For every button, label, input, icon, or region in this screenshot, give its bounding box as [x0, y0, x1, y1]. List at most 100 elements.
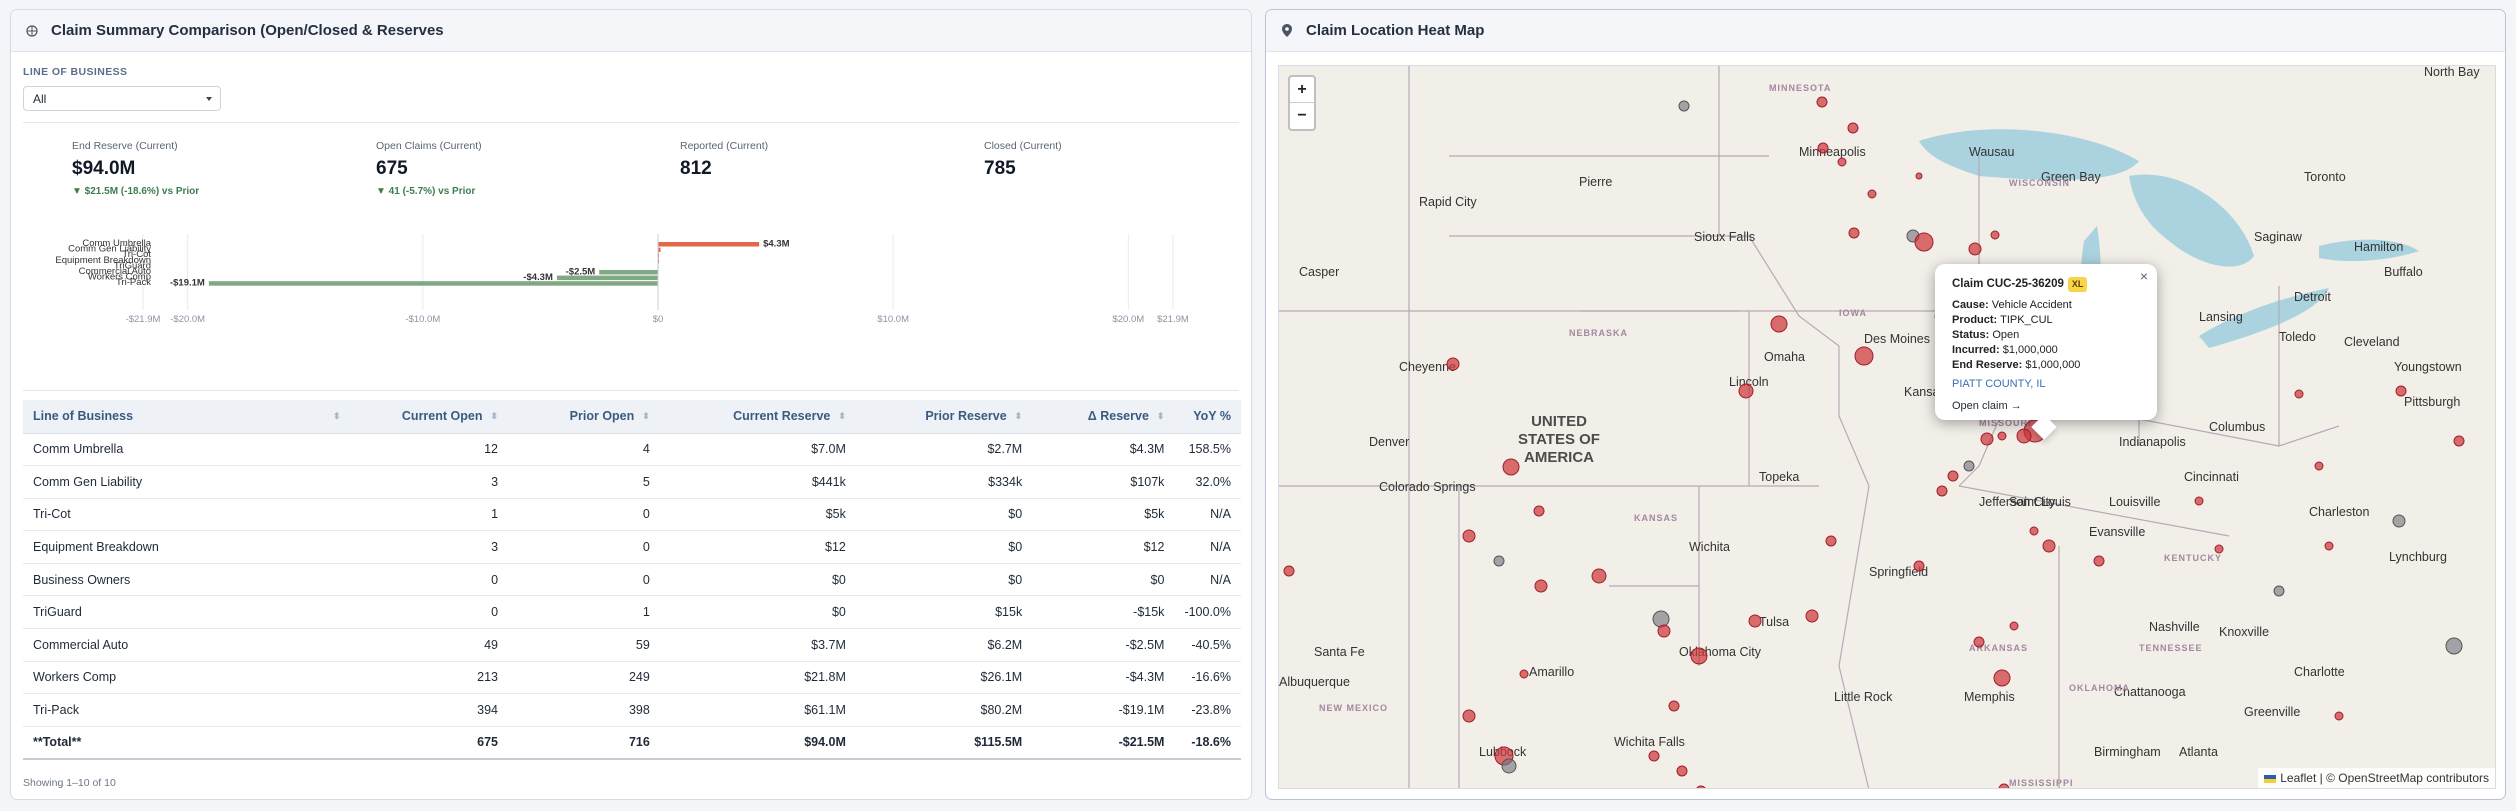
- claim-marker[interactable]: [1837, 157, 1847, 167]
- claim-marker[interactable]: [1848, 227, 1860, 239]
- open-claim-link[interactable]: Open claim →: [1952, 400, 2022, 412]
- claim-marker[interactable]: [1770, 315, 1788, 333]
- claim-map[interactable]: Minneapolis Rapid City Pierre Sioux Falls Ca…: [1278, 65, 2496, 789]
- x-tick-label: -$20.0M: [170, 314, 205, 325]
- claim-marker[interactable]: [1676, 765, 1688, 777]
- claim-marker[interactable]: [2194, 496, 2204, 506]
- claim-marker[interactable]: [2334, 711, 2344, 721]
- claim-marker[interactable]: [1533, 505, 1545, 517]
- city-label: Little Rock: [1834, 690, 1893, 704]
- claim-marker[interactable]: [1462, 709, 1476, 723]
- sort-icon: ⬍: [333, 411, 341, 422]
- claim-marker[interactable]: [1696, 785, 1706, 789]
- city-label: Casper: [1299, 265, 1339, 279]
- claim-marker[interactable]: [1493, 555, 1505, 567]
- claim-marker[interactable]: [1502, 458, 1520, 476]
- city-label: Wichita Falls: [1614, 735, 1685, 749]
- claim-marker[interactable]: [1668, 700, 1680, 712]
- claim-marker[interactable]: [1847, 122, 1859, 134]
- bar[interactable]: [208, 281, 659, 286]
- claim-marker[interactable]: [1998, 783, 2010, 789]
- leaflet-link[interactable]: Leaflet: [2280, 771, 2317, 785]
- claim-marker[interactable]: [1993, 669, 2011, 687]
- claim-marker[interactable]: [1816, 96, 1828, 108]
- zoom-out-button[interactable]: −: [1297, 107, 1307, 124]
- category-label: Comm Umbrella: [82, 238, 151, 249]
- claim-marker[interactable]: [1738, 383, 1754, 399]
- claim-marker[interactable]: [1678, 100, 1690, 112]
- claim-marker[interactable]: [2392, 514, 2406, 528]
- bar[interactable]: [599, 270, 658, 275]
- map-tiles[interactable]: Minneapolis Rapid City Pierre Sioux Falls Ca…: [1279, 66, 2496, 789]
- popup-status: Status: Open: [1952, 329, 2020, 341]
- claim-marker[interactable]: [2273, 585, 2285, 597]
- claim-marker[interactable]: [1867, 189, 1877, 199]
- claim-marker[interactable]: [1854, 346, 1874, 366]
- claim-marker[interactable]: [1591, 568, 1607, 584]
- claim-marker[interactable]: [1446, 357, 1460, 371]
- claim-marker[interactable]: [2314, 461, 2324, 471]
- zoom-in-button[interactable]: +: [1290, 77, 1314, 103]
- claim-marker[interactable]: [1980, 432, 1994, 446]
- col-header[interactable]: Line of Business ⬍: [23, 400, 351, 434]
- claim-marker[interactable]: [1283, 565, 1295, 577]
- claim-marker[interactable]: [1648, 750, 1660, 762]
- col-header[interactable]: Prior Reserve ⬍: [855, 400, 1033, 434]
- claim-marker[interactable]: [1501, 758, 1517, 774]
- bar[interactable]: [556, 275, 658, 281]
- ukraine-flag-icon: [2264, 774, 2277, 783]
- claim-marker[interactable]: [1990, 230, 2000, 240]
- claim-marker[interactable]: [2453, 435, 2465, 447]
- claim-marker[interactable]: [2009, 621, 2019, 631]
- col-header[interactable]: YoY %: [1174, 400, 1241, 434]
- lob-select[interactable]: All: [23, 86, 221, 111]
- col-header[interactable]: Δ Reserve ⬍: [1032, 400, 1175, 434]
- claim-marker[interactable]: [1968, 242, 1982, 256]
- claim-marker[interactable]: [1690, 647, 1708, 665]
- claim-marker[interactable]: [1825, 535, 1837, 547]
- city-label: Minneapolis: [1799, 145, 1866, 159]
- claim-marker[interactable]: [1805, 609, 1819, 623]
- claim-marker[interactable]: [1657, 624, 1671, 638]
- claim-marker[interactable]: [2445, 637, 2463, 655]
- claim-marker[interactable]: [1519, 669, 1529, 679]
- claim-marker[interactable]: [2294, 389, 2304, 399]
- claim-marker[interactable]: [1997, 431, 2007, 441]
- claim-marker[interactable]: [1947, 470, 1959, 482]
- col-header[interactable]: Current Open ⬍: [350, 400, 509, 434]
- table-row: Business Owners 0 0 $0 $0 $0 N/A: [23, 563, 1241, 597]
- zoom-control: + −: [1288, 75, 1316, 131]
- panel-header: Claim Location Heat Map: [1266, 10, 2505, 52]
- sort-icon: ⬍: [1014, 411, 1023, 422]
- claim-marker[interactable]: [2042, 539, 2056, 553]
- claim-marker[interactable]: [1748, 614, 1762, 628]
- col-header[interactable]: Current Reserve ⬍: [659, 400, 856, 434]
- kpi-value: $94.0M: [72, 158, 136, 179]
- claim-marker[interactable]: [1534, 579, 1548, 593]
- claim-marker[interactable]: [1817, 142, 1829, 154]
- claim-marker[interactable]: [2016, 428, 2032, 444]
- claim-marker[interactable]: [1913, 560, 1925, 572]
- popup-incurred: Incurred: $1,000,000: [1952, 344, 2058, 356]
- claim-marker[interactable]: [1963, 460, 1975, 472]
- claim-marker[interactable]: [1462, 529, 1476, 543]
- claim-marker[interactable]: [2029, 526, 2039, 536]
- claim-marker[interactable]: [2093, 555, 2105, 567]
- claim-marker[interactable]: [1914, 232, 1934, 252]
- claim-marker[interactable]: [1915, 172, 1923, 180]
- col-header[interactable]: Prior Open ⬍: [508, 400, 660, 434]
- divider: [23, 122, 1239, 123]
- claim-marker[interactable]: [2324, 541, 2334, 551]
- claim-marker[interactable]: [1936, 485, 1948, 497]
- osm-link[interactable]: OpenStreetMap contributors: [2338, 771, 2489, 785]
- claim-marker[interactable]: [2214, 544, 2224, 554]
- close-icon[interactable]: ×: [2139, 268, 2148, 284]
- bar[interactable]: [658, 247, 661, 253]
- claim-marker[interactable]: [1652, 610, 1670, 628]
- claim-marker[interactable]: [1973, 636, 1985, 648]
- bar[interactable]: [658, 242, 760, 247]
- claim-marker[interactable]: [2395, 385, 2407, 397]
- city-label: Greenville: [2244, 705, 2300, 719]
- popup-county: PIATT COUNTY, IL: [1952, 378, 2046, 390]
- city-label: Santa Fe: [1314, 645, 1365, 659]
